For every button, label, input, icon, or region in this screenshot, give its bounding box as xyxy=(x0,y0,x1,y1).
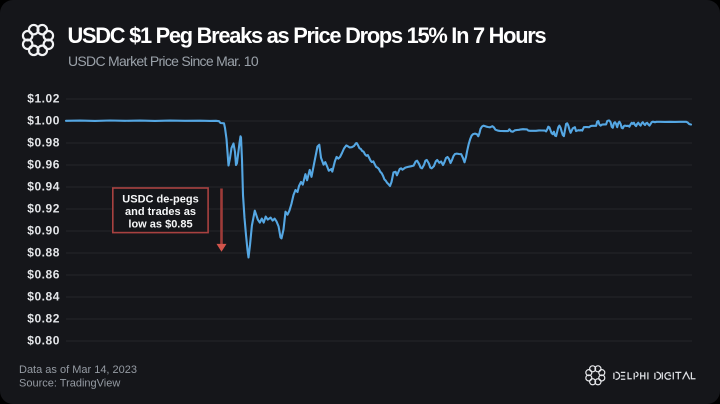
svg-text:$0.84: $0.84 xyxy=(27,290,60,304)
svg-text:USDC de-pegs: USDC de-pegs xyxy=(122,193,198,205)
svg-text:$1.00: $1.00 xyxy=(27,114,60,128)
svg-text:$0.88: $0.88 xyxy=(27,246,60,260)
svg-text:$0.82: $0.82 xyxy=(27,312,60,326)
svg-text:low as $0.85: low as $0.85 xyxy=(128,219,192,231)
svg-text:$0.86: $0.86 xyxy=(27,268,60,282)
svg-text:USDC Market Price Since Mar. 1: USDC Market Price Since Mar. 10 xyxy=(68,53,259,69)
svg-text:USDC $1 Peg Breaks as Price Dr: USDC $1 Peg Breaks as Price Drops 15% In… xyxy=(68,23,547,48)
svg-text:$0.90: $0.90 xyxy=(27,224,60,238)
svg-text:$1.02: $1.02 xyxy=(27,92,60,106)
svg-text:$0.80: $0.80 xyxy=(27,334,60,348)
svg-text:Data as of Mar 14, 2023: Data as of Mar 14, 2023 xyxy=(19,364,137,376)
svg-text:$0.94: $0.94 xyxy=(27,180,60,194)
svg-text:$0.96: $0.96 xyxy=(27,158,60,172)
svg-text:Source: TradingView: Source: TradingView xyxy=(19,378,120,390)
svg-text:$0.98: $0.98 xyxy=(27,136,60,150)
svg-text:$0.92: $0.92 xyxy=(27,202,60,216)
svg-text:and trades as: and trades as xyxy=(125,206,196,218)
